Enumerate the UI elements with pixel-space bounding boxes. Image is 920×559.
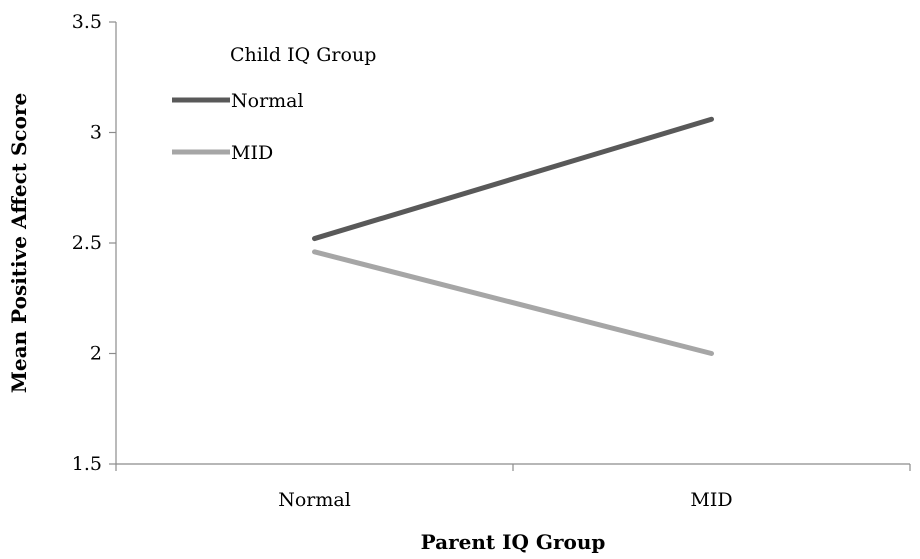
- legend-label-mid: MID: [231, 142, 273, 164]
- y-axis-title: Mean Positive Affect Score: [7, 93, 31, 393]
- series-layer: [312, 116, 714, 356]
- axes: [115, 22, 910, 465]
- y-tick-label: 2: [90, 343, 102, 365]
- legend: Child IQ Group Normal MID: [172, 44, 376, 164]
- x-ticks: Normal MID: [115, 464, 911, 511]
- series-line-mid: [312, 249, 714, 356]
- y-tick-label: 3.5: [72, 11, 102, 33]
- series-line-normal: [312, 116, 714, 242]
- y-tick-label: 3: [90, 122, 102, 144]
- x-tick-label: Normal: [278, 489, 351, 511]
- legend-items: Normal MID: [172, 90, 304, 164]
- x-tick-label: MID: [690, 489, 732, 511]
- y-tick-label: 2.5: [72, 232, 102, 254]
- x-axis-title: Parent IQ Group: [421, 530, 606, 554]
- legend-label-normal: Normal: [231, 90, 304, 112]
- y-tick-label: 1.5: [72, 453, 102, 475]
- y-ticks: 1.5 2 2.5 3 3.5: [72, 11, 116, 475]
- legend-title: Child IQ Group: [230, 44, 376, 66]
